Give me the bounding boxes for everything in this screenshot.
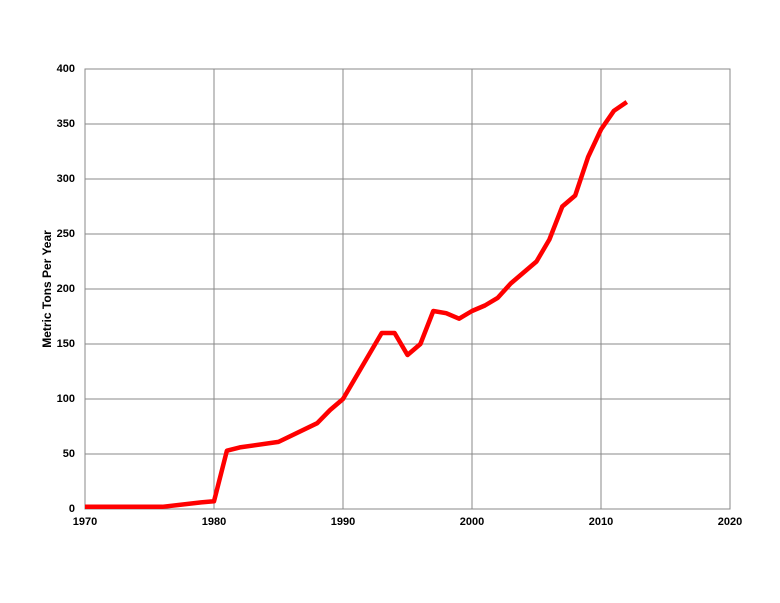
y-tick-label: 400	[57, 63, 75, 75]
y-tick-label: 50	[63, 448, 75, 460]
y-axis-label: Metric Tons Per Year	[40, 230, 54, 348]
plot-frame	[84, 68, 731, 510]
y-tick-label: 200	[57, 283, 75, 295]
x-tick-label: 2000	[460, 516, 484, 528]
y-tick-label: 250	[57, 228, 75, 240]
data-line	[85, 100, 629, 510]
x-tick-label: 2020	[718, 516, 742, 528]
y-tick-label: 100	[57, 393, 75, 405]
x-tick-label: 1970	[73, 516, 97, 528]
y-tick-label: 350	[57, 118, 75, 130]
x-tick-label: 2010	[589, 516, 613, 528]
x-tick-label: 1990	[331, 516, 355, 528]
x-tick-label: 1980	[202, 516, 226, 528]
y-tick-label: 150	[57, 338, 75, 350]
y-tick-label: 0	[69, 503, 75, 515]
y-tick-label: 300	[57, 173, 75, 185]
